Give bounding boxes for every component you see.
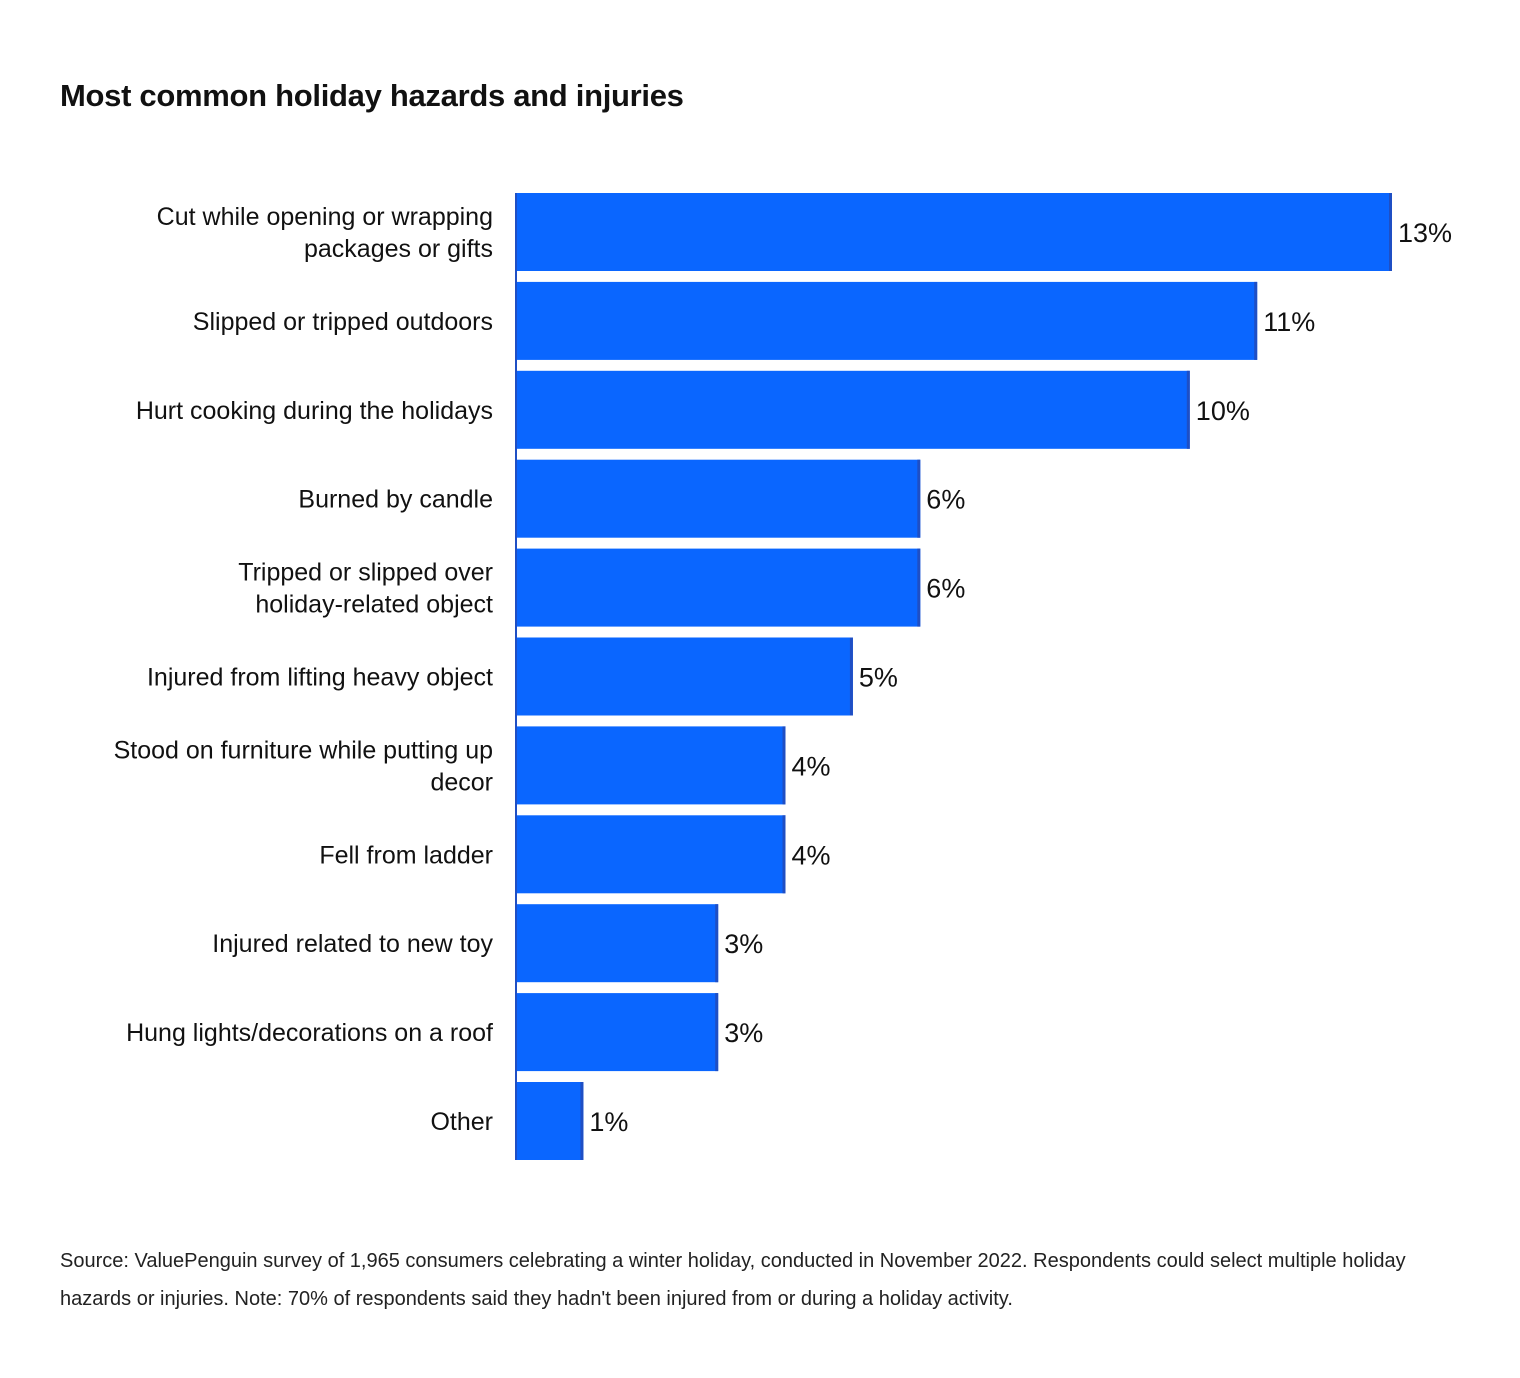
category-label: Hurt cooking during the holidays (136, 397, 493, 425)
bar-edge (782, 726, 786, 805)
value-label: 1% (589, 1107, 628, 1137)
category-label: Burned by candle (298, 486, 493, 514)
value-label: 5% (859, 663, 898, 693)
category-label: Other (430, 1108, 493, 1136)
category-label: decor (430, 768, 493, 796)
value-label: 4% (792, 751, 831, 781)
value-label: 4% (792, 840, 831, 870)
bar-edge (1389, 193, 1392, 271)
category-label: holiday-related object (255, 591, 493, 619)
category-label: packages or gifts (304, 235, 493, 263)
category-label: Injured from lifting heavy object (147, 664, 493, 692)
bar (516, 637, 853, 716)
value-label: 6% (926, 485, 965, 515)
bar (516, 193, 1392, 271)
chart-title: Most common holiday hazards and injuries (60, 78, 684, 113)
bar (516, 726, 786, 805)
source-note: Source: ValuePenguin survey of 1,965 con… (60, 1250, 1406, 1310)
value-label: 11% (1263, 307, 1315, 337)
value-label: 3% (724, 929, 763, 959)
bar-edge (1254, 281, 1258, 360)
bar-edge (917, 459, 921, 538)
bar-edge (715, 993, 719, 1072)
value-label: 10% (1196, 396, 1250, 426)
category-label: Fell from ladder (319, 841, 493, 869)
category-label: Injured related to new toy (212, 930, 493, 958)
bar (516, 904, 719, 983)
bar (516, 548, 921, 627)
category-label: Tripped or slipped over (238, 559, 493, 587)
bar (516, 370, 1190, 449)
bar (516, 1082, 584, 1160)
category-label: Hung lights/decorations on a roof (126, 1019, 493, 1047)
bar (516, 459, 921, 538)
category-label: Cut while opening or wrapping (157, 203, 493, 231)
bar-edge (917, 548, 921, 627)
value-label: 3% (724, 1018, 763, 1048)
category-label: Stood on furniture while putting up (114, 736, 493, 764)
bar-edge (580, 1082, 584, 1160)
bar-edge (1186, 370, 1190, 449)
category-label: Slipped or tripped outdoors (193, 308, 493, 336)
bar (516, 993, 719, 1072)
bar-edge (849, 637, 853, 716)
value-label: 13% (1398, 218, 1452, 248)
bar-edge (715, 904, 719, 983)
bar (516, 815, 786, 894)
bar (516, 281, 1258, 360)
bar-edge (782, 815, 786, 894)
value-label: 6% (926, 574, 965, 604)
